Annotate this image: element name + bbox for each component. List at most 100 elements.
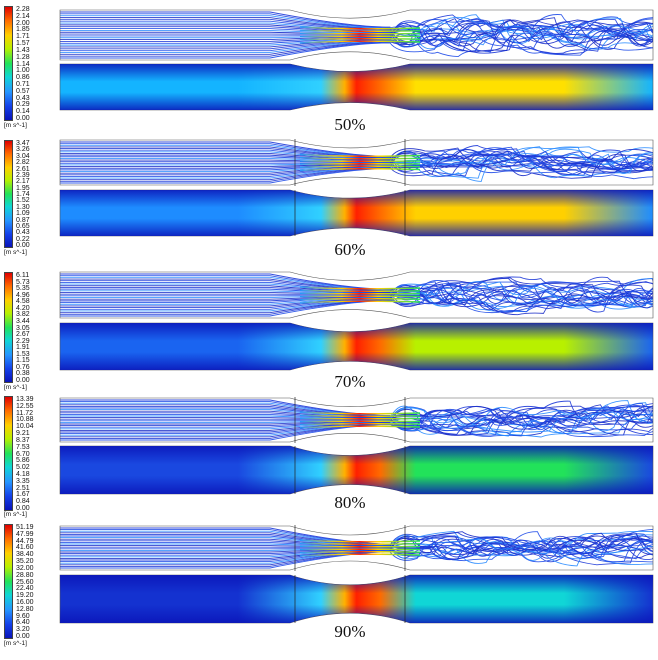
units-label: [m s^-1] (4, 384, 27, 391)
tick-label: 10.04 (16, 423, 34, 431)
tick-label: 0.71 (16, 80, 30, 88)
streamlines (60, 398, 653, 442)
tick-label: 9.60 (16, 612, 30, 620)
tick-label: 1.53 (16, 350, 30, 358)
tick-label: 0.76 (16, 363, 30, 371)
tick-label: 2.00 (16, 19, 30, 27)
tick-label: 0.14 (16, 108, 30, 116)
streamlines (60, 10, 653, 60)
tick-label: 2.28 (16, 6, 30, 13)
tick-label: 2.29 (16, 337, 30, 345)
units-label: [m s^-1] (4, 640, 27, 647)
tick-label: 6.40 (16, 619, 30, 627)
tick-label: 1.30 (16, 203, 30, 211)
tick-label: 0.29 (16, 101, 30, 109)
tick-label: 1.14 (16, 60, 30, 68)
tick-label: 2.39 (16, 171, 30, 179)
tick-label: 4.20 (16, 304, 30, 312)
tick-label: 2.51 (16, 484, 30, 492)
panel-2 (59, 139, 654, 237)
tick-label: 1.85 (16, 26, 30, 34)
streamlines (60, 140, 653, 185)
tick-label: 0.38 (16, 370, 30, 378)
tick-label: 3.47 (16, 140, 30, 147)
tick-label: 4.18 (16, 470, 30, 478)
tick-label: 19.20 (16, 592, 34, 600)
tick-label: 1.95 (16, 184, 30, 192)
colorbar (4, 140, 13, 248)
tick-label: 11.72 (16, 409, 33, 417)
tick-label: 47.99 (16, 530, 34, 538)
tick-label: 1.71 (16, 33, 30, 41)
tick-label: 3.05 (16, 324, 30, 332)
tick-label: 3.44 (16, 317, 30, 325)
tick-label: 25.60 (16, 578, 34, 586)
tick-label: 5.73 (16, 278, 30, 286)
tick-label: 9.21 (16, 430, 30, 438)
tick-label: 0.00 (16, 633, 30, 640)
tick-label: 7.53 (16, 443, 30, 451)
percent-label: 60% (334, 240, 366, 259)
panel-1 (59, 9, 654, 111)
colorbar (4, 272, 13, 383)
tick-label: 3.82 (16, 311, 30, 319)
tick-label: 0.86 (16, 74, 30, 82)
percent-label: 50% (334, 115, 366, 134)
tick-label: 2.67 (16, 331, 30, 339)
panel-4 (59, 397, 654, 495)
units-label: [m s^-1] (4, 511, 27, 518)
tick-label: 16.00 (16, 598, 34, 606)
colorbar (4, 6, 13, 121)
tick-label: 3.26 (16, 146, 30, 154)
tick-label: 4.58 (16, 298, 30, 306)
colorbar (4, 524, 13, 639)
tick-label: 6.11 (16, 272, 30, 279)
tick-label: 0.00 (16, 505, 30, 512)
tick-label: 3.04 (16, 152, 30, 160)
tick-label: 44.79 (16, 537, 34, 545)
tick-label: 22.40 (16, 585, 34, 593)
tick-label: 0.65 (16, 222, 30, 230)
tick-label: 1.00 (16, 67, 30, 75)
units-label: [m s^-1] (4, 122, 27, 129)
tick-label: 51.19 (16, 524, 34, 531)
colorbar (4, 396, 13, 511)
tick-label: 0.00 (16, 115, 30, 122)
panel-5 (59, 525, 654, 624)
units-label: [m s^-1] (4, 249, 27, 256)
tick-label: 1.74 (16, 191, 30, 198)
tick-label: 0.00 (16, 377, 30, 384)
tick-label: 4.96 (16, 291, 30, 299)
tick-label: 6.70 (16, 450, 30, 458)
tick-label: 1.52 (16, 197, 30, 205)
tick-label: 1.28 (16, 53, 30, 61)
tick-label: 3.20 (16, 626, 30, 634)
tick-label: 1.09 (16, 210, 30, 218)
percent-label: 90% (334, 622, 366, 641)
percent-label: 80% (334, 493, 366, 512)
tick-label: 12.55 (16, 402, 34, 410)
tick-label: 5.35 (16, 285, 30, 293)
tick-label: 13.39 (16, 396, 34, 403)
tick-label: 2.82 (16, 159, 30, 167)
panel-3 (59, 271, 654, 371)
percent-label: 70% (334, 372, 366, 391)
tick-label: 28.80 (16, 571, 34, 579)
tick-label: 5.02 (16, 464, 30, 472)
tick-label: 5.86 (16, 457, 30, 465)
tick-label: 1.43 (16, 46, 30, 54)
tick-label: 3.35 (16, 477, 30, 485)
tick-label: 1.67 (16, 491, 30, 499)
tick-label: 2.17 (16, 178, 30, 186)
tick-label: 0.00 (16, 242, 30, 249)
tick-label: 1.91 (16, 344, 30, 352)
tick-label: 0.84 (16, 498, 30, 506)
tick-label: 0.43 (16, 94, 30, 102)
tick-label: 8.37 (16, 436, 30, 444)
streamlines (60, 526, 653, 570)
tick-label: 41.60 (16, 544, 34, 552)
tick-label: 0.87 (16, 216, 30, 224)
tick-label: 1.57 (16, 40, 30, 48)
tick-label: 1.15 (16, 357, 30, 365)
